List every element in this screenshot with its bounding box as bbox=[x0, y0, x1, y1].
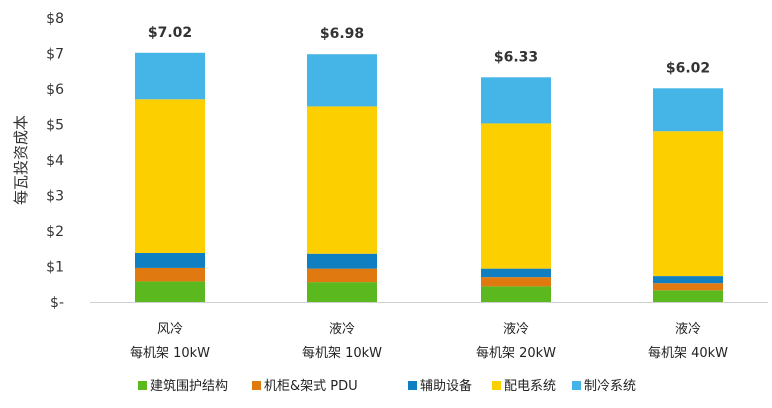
bar-segment bbox=[135, 281, 205, 302]
bars-layer bbox=[135, 52, 723, 302]
legend-item: 机柜&架式 PDU bbox=[252, 379, 358, 394]
bar-segment bbox=[307, 282, 377, 302]
bar-segment bbox=[481, 286, 551, 302]
legend-label: 辅助设备 bbox=[420, 378, 472, 394]
axis-layer: $- $1 $2 $3 $4 $5 $6 $7 $8 每瓦投资成本 bbox=[12, 11, 768, 311]
legend-swatch bbox=[408, 381, 417, 390]
legend-swatch bbox=[492, 381, 501, 390]
y-axis-title: 每瓦投资成本 bbox=[12, 115, 30, 205]
legend-item: 辅助设备 bbox=[408, 378, 472, 394]
bar-segment bbox=[307, 54, 377, 107]
bar-segment bbox=[135, 99, 205, 254]
bar-segment bbox=[481, 77, 551, 124]
bar-total-label: $6.98 bbox=[320, 26, 364, 42]
y-tick-label: $7 bbox=[46, 47, 64, 63]
y-tick-label: $1 bbox=[46, 260, 64, 276]
legend-swatch bbox=[572, 381, 581, 390]
bar-segment bbox=[481, 123, 551, 269]
bar-segment bbox=[481, 268, 551, 278]
y-tick-label: $8 bbox=[46, 11, 64, 27]
bar-segment bbox=[135, 52, 205, 100]
x-category-label: 液冷 bbox=[675, 322, 701, 337]
legend-label: 配电系统 bbox=[504, 379, 556, 394]
legend: 建筑围护结构 机柜&架式 PDU 辅助设备 配电系统 制冷系统 bbox=[138, 378, 636, 394]
y-tick-label: $2 bbox=[46, 224, 64, 240]
y-tick-label: $4 bbox=[46, 153, 64, 169]
x-category-label: 每机架 40kW bbox=[648, 345, 728, 361]
y-tick-label: $6 bbox=[46, 82, 64, 98]
legend-item: 建筑围护结构 bbox=[138, 378, 228, 394]
y-tick-label: $- bbox=[50, 295, 64, 311]
legend-label: 建筑围护结构 bbox=[150, 378, 228, 394]
bar-segment bbox=[653, 88, 723, 132]
legend-item: 制冷系统 bbox=[572, 379, 636, 394]
x-category-label: 液冷 bbox=[503, 322, 529, 337]
bar-segment bbox=[307, 268, 377, 283]
legend-swatch bbox=[138, 381, 147, 390]
bar-segment bbox=[653, 276, 723, 284]
x-category-label: 每机架 10kW bbox=[302, 345, 382, 361]
bar-segment bbox=[653, 283, 723, 291]
y-tick-label: $5 bbox=[46, 118, 64, 134]
legend-label: 制冷系统 bbox=[584, 379, 636, 394]
x-category-label: 液冷 bbox=[329, 322, 355, 337]
bar-segment bbox=[307, 106, 377, 254]
bar-segment bbox=[653, 290, 723, 302]
bar-segment bbox=[135, 267, 205, 282]
legend-swatch bbox=[252, 381, 261, 390]
x-category-label: 每机架 20kW bbox=[476, 345, 556, 361]
legend-item: 配电系统 bbox=[492, 379, 556, 394]
bar-segment bbox=[481, 277, 551, 287]
legend-label: 机柜&架式 PDU bbox=[264, 379, 358, 394]
bar-total-label: $7.02 bbox=[148, 25, 192, 41]
x-category-label: 每机架 10kW bbox=[130, 345, 210, 361]
bar-total-label: $6.33 bbox=[494, 49, 538, 65]
bar-segment bbox=[135, 253, 205, 268]
y-tick-label: $3 bbox=[46, 189, 64, 205]
bar-total-label: $6.02 bbox=[666, 60, 710, 76]
x-category-label: 风冷 bbox=[157, 322, 183, 337]
bar-segment bbox=[307, 253, 377, 269]
bar-segment bbox=[653, 131, 723, 277]
